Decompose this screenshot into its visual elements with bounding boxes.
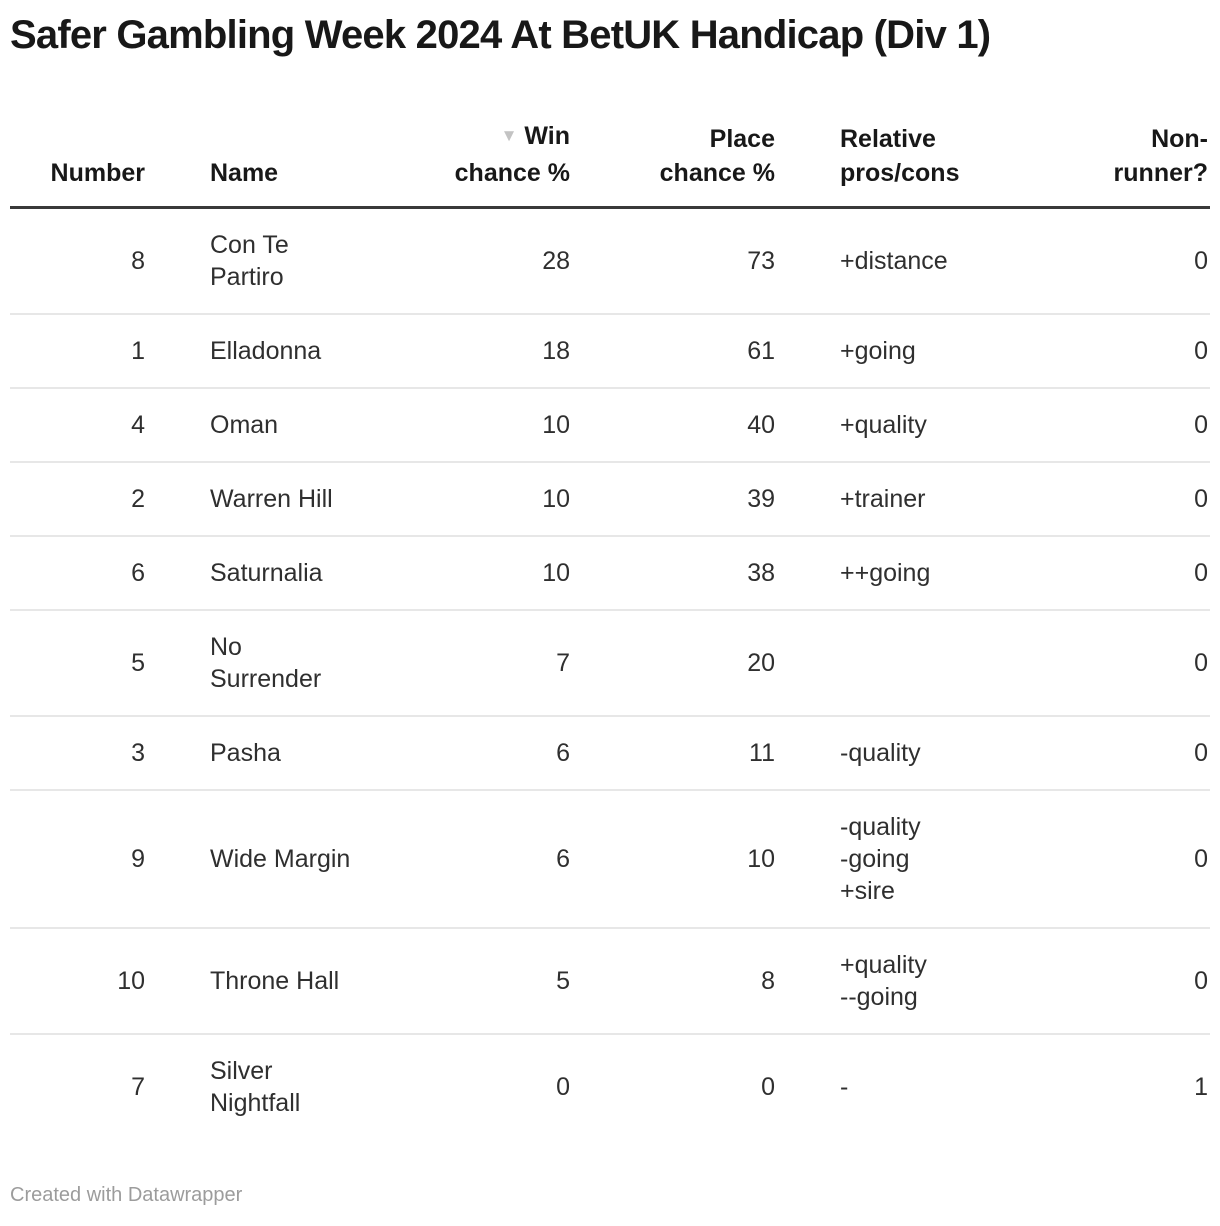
cell-pros-cons: +distance bbox=[795, 207, 1030, 315]
table-row: 2 Warren Hill 10 39 +trainer 0 bbox=[10, 462, 1210, 537]
cell-non-runner: 0 bbox=[1030, 610, 1210, 717]
cell-win-chance: 0 bbox=[556, 1073, 570, 1101]
cell-number: 8 bbox=[10, 207, 155, 315]
cell-win-chance: 7 bbox=[410, 610, 590, 717]
cell-name: Warren Hill bbox=[155, 462, 410, 537]
chart-footer: Created with Datawrapper bbox=[10, 1183, 1210, 1207]
column-header-win-chance[interactable]: ▼ Win chance % bbox=[410, 119, 590, 209]
table-row: 10 Throne Hall 5 8 +quality --going 0 bbox=[10, 928, 1210, 1035]
column-header-label-line: pros/cons bbox=[840, 159, 960, 187]
table-row: 7 Silver Nightfall 0 0 - 1 bbox=[10, 1034, 1210, 1139]
table-row: 9 Wide Margin 6 10 -quality -going +sire… bbox=[10, 790, 1210, 929]
column-header-non-runner[interactable]: Non- runner? bbox=[1030, 119, 1210, 209]
cell-non-runner: 0 bbox=[1030, 388, 1210, 463]
cell-non-runner: 0 bbox=[1030, 716, 1210, 791]
cell-place-chance: 11 bbox=[590, 716, 795, 791]
table-row: 4 Oman 10 40 +quality 0 bbox=[10, 388, 1210, 463]
cell-number: 7 bbox=[131, 1073, 145, 1101]
cell-place-chance: 61 bbox=[590, 314, 795, 389]
table-row: 1 Elladonna 18 61 +going 0 bbox=[10, 314, 1210, 389]
column-header-label-line: runner? bbox=[1113, 159, 1208, 187]
cell-pros-cons: +trainer bbox=[795, 462, 1030, 537]
column-header-label-line: chance % bbox=[454, 159, 570, 187]
cell-pros-cons: - bbox=[840, 1073, 849, 1101]
table-row: 5 No Surrender 7 20 0 bbox=[10, 610, 1210, 717]
cell-place-chance: 39 bbox=[590, 462, 795, 537]
column-header-label-line: Place bbox=[709, 125, 775, 153]
column-header-label-line: Non- bbox=[1151, 125, 1208, 153]
cell-place-chance: 0 bbox=[761, 1073, 775, 1101]
column-header-pros-cons[interactable]: Relative pros/cons bbox=[795, 119, 1030, 209]
cell-non-runner: 0 bbox=[1030, 462, 1210, 537]
cell-number: 10 bbox=[10, 928, 155, 1035]
cell-place-chance: 20 bbox=[590, 610, 795, 717]
cell-pros-cons: +quality --going bbox=[795, 928, 1030, 1035]
cell-number: 4 bbox=[10, 388, 155, 463]
cell-name: Con Te Partiro bbox=[155, 207, 410, 315]
data-table: Number Name ▼ Win chance % Place chance %… bbox=[10, 119, 1210, 1139]
page-container: Safer Gambling Week 2024 At BetUK Handic… bbox=[0, 12, 1220, 1207]
datawrapper-credit-link[interactable]: Created with Datawrapper bbox=[10, 1184, 243, 1206]
cell-win-chance: 28 bbox=[410, 207, 590, 315]
table-row: 6 Saturnalia 10 38 ++going 0 bbox=[10, 536, 1210, 611]
cell-pros-cons: +going bbox=[795, 314, 1030, 389]
column-header-name[interactable]: Name bbox=[155, 119, 410, 209]
page-title: Safer Gambling Week 2024 At BetUK Handic… bbox=[10, 13, 991, 57]
column-header-label: Number bbox=[50, 159, 145, 187]
table-header: Number Name ▼ Win chance % Place chance %… bbox=[10, 119, 1210, 209]
cell-win-chance: 6 bbox=[410, 790, 590, 929]
cell-name: Throne Hall bbox=[155, 928, 410, 1035]
cell-win-chance: 10 bbox=[410, 536, 590, 611]
column-header-label-line: Win bbox=[524, 122, 570, 150]
cell-number: 5 bbox=[10, 610, 155, 717]
cell-non-runner: 0 bbox=[1030, 790, 1210, 929]
cell-pros-cons: -quality -going +sire bbox=[795, 790, 1030, 929]
cell-place-chance: 40 bbox=[590, 388, 795, 463]
sort-descending-icon: ▼ bbox=[500, 126, 518, 145]
cell-non-runner: 0 bbox=[1030, 536, 1210, 611]
cell-number: 6 bbox=[10, 536, 155, 611]
cell-win-chance: 18 bbox=[410, 314, 590, 389]
column-header-label: Name bbox=[210, 159, 279, 187]
column-header-label: ▼ Win bbox=[410, 119, 570, 156]
cell-name: Oman bbox=[155, 388, 410, 463]
cell-win-chance: 6 bbox=[410, 716, 590, 791]
cell-name: No Surrender bbox=[155, 610, 410, 717]
cell-name: Saturnalia bbox=[155, 536, 410, 611]
cell-name: Elladonna bbox=[155, 314, 410, 389]
cell-name: Pasha bbox=[155, 716, 410, 791]
cell-number: 9 bbox=[10, 790, 155, 929]
cell-win-chance: 10 bbox=[410, 462, 590, 537]
cell-name: Wide Margin bbox=[155, 790, 410, 929]
cell-place-chance: 38 bbox=[590, 536, 795, 611]
cell-pros-cons: ++going bbox=[795, 536, 1030, 611]
cell-win-chance: 5 bbox=[410, 928, 590, 1035]
column-header-place-chance[interactable]: Place chance % bbox=[590, 119, 795, 209]
cell-non-runner: 1 bbox=[1194, 1073, 1208, 1101]
cell-non-runner: 0 bbox=[1030, 207, 1210, 315]
cell-non-runner: 0 bbox=[1030, 928, 1210, 1035]
column-header-label-line: Relative bbox=[840, 125, 936, 153]
column-header-number[interactable]: Number bbox=[10, 119, 155, 209]
cell-name: Silver Nightfall bbox=[210, 1057, 301, 1117]
cell-pros-cons bbox=[795, 610, 1030, 717]
cell-place-chance: 8 bbox=[590, 928, 795, 1035]
header-row: Number Name ▼ Win chance % Place chance %… bbox=[10, 119, 1210, 209]
table-body: 8 Con Te Partiro 28 73 +distance 0 1 Ell… bbox=[10, 207, 1210, 1140]
cell-place-chance: 10 bbox=[590, 790, 795, 929]
cell-pros-cons: +quality bbox=[795, 388, 1030, 463]
cell-win-chance: 10 bbox=[410, 388, 590, 463]
column-header-label-line: chance % bbox=[659, 159, 775, 187]
cell-number: 2 bbox=[10, 462, 155, 537]
cell-non-runner: 0 bbox=[1030, 314, 1210, 389]
cell-number: 3 bbox=[10, 716, 155, 791]
cell-pros-cons: -quality bbox=[795, 716, 1030, 791]
table-row: 3 Pasha 6 11 -quality 0 bbox=[10, 716, 1210, 791]
cell-place-chance: 73 bbox=[590, 207, 795, 315]
cell-number: 1 bbox=[10, 314, 155, 389]
table-row: 8 Con Te Partiro 28 73 +distance 0 bbox=[10, 207, 1210, 315]
